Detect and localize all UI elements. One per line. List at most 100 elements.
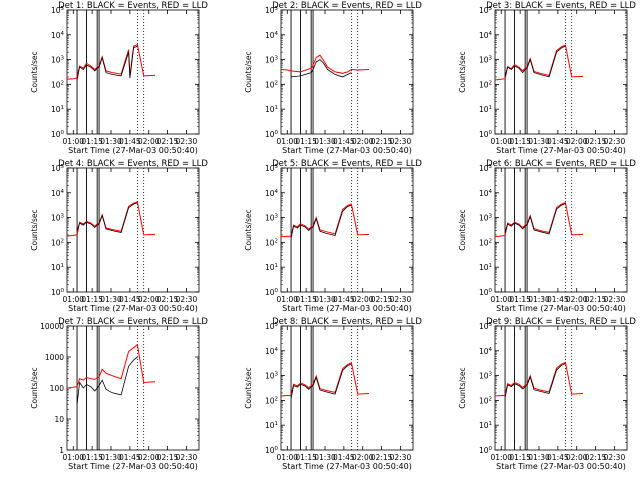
detector-panel: Det 8: BLACK = Events, RED = LLD 100 101 10…	[244, 317, 422, 471]
panel-title: Det 7: BLACK = Events, RED = LLD	[58, 317, 208, 327]
series-lld-line	[495, 361, 584, 397]
y-axis-label: Counts/sec	[458, 51, 467, 92]
x-tick-label: 01:00	[276, 295, 298, 304]
y-axis-label: Counts/sec	[244, 209, 253, 250]
series-events-line	[291, 59, 352, 78]
x-tick-label: 02:15	[585, 137, 607, 146]
detector-panel: Det 4: BLACK = Events, RED = LLD 100 101 10…	[30, 159, 208, 313]
y-tick-label: 105	[479, 322, 493, 331]
x-tick-label: 01:45	[333, 137, 355, 146]
series-events-line	[290, 363, 352, 399]
x-tick-label: 01:15	[81, 453, 103, 462]
plot-frame	[494, 325, 628, 451]
y-tick-label: 105	[265, 6, 279, 15]
x-axis-label: Start Time (27-Mar-03 00:50:40)	[282, 462, 412, 471]
y-tick-label: 10	[54, 415, 64, 424]
x-tick-label: 01:15	[81, 137, 103, 146]
x-tick-label: 02:00	[138, 295, 160, 304]
x-tick-label: 01:15	[295, 295, 317, 304]
panel-title: Det 1: BLACK = Events, RED = LLD	[58, 1, 208, 11]
x-tick-label: 01:30	[528, 295, 550, 304]
series-events-line	[76, 45, 138, 81]
x-tick-label: 02:30	[176, 137, 198, 146]
y-tick-label: 100	[265, 446, 279, 455]
y-tick-label: 105	[51, 164, 65, 173]
y-tick-label: 101	[479, 105, 492, 114]
x-tick-label: 02:15	[157, 453, 179, 462]
y-axis-label: Counts/sec	[30, 367, 39, 408]
detector-panel: Det 6: BLACK = Events, RED = LLD 100 101 10…	[458, 159, 636, 313]
x-tick-label: 01:15	[509, 137, 531, 146]
x-tick-label: 01:45	[547, 295, 569, 304]
y-tick-label: 102	[479, 396, 492, 405]
x-tick-label: 02:15	[585, 453, 607, 462]
detector-panel: Det 9: BLACK = Events, RED = LLD 100 101 10…	[458, 317, 636, 471]
y-tick-label: 105	[265, 164, 279, 173]
y-axis-label: Counts/sec	[244, 51, 253, 92]
y-tick-label: 101	[265, 105, 278, 114]
x-tick-label: 01:15	[295, 453, 317, 462]
y-tick-label: 102	[51, 80, 64, 89]
plot-frame	[280, 325, 414, 451]
series-events-line	[504, 363, 566, 398]
x-tick-label: 01:00	[276, 453, 298, 462]
y-tick-label: 102	[265, 80, 278, 89]
y-tick-label: 100	[479, 446, 493, 455]
x-tick-label: 01:30	[314, 453, 336, 462]
detector-panel: Det 3: BLACK = Events, RED = LLD 100 101 10…	[458, 1, 636, 155]
x-tick-label: 02:00	[138, 453, 160, 462]
series-events-line	[504, 45, 566, 78]
panel-title: Det 9: BLACK = Events, RED = LLD	[486, 317, 636, 327]
x-tick-label: 01:00	[62, 137, 84, 146]
x-tick-label: 01:00	[490, 137, 512, 146]
plot-frame	[280, 167, 414, 293]
x-tick-label: 02:30	[390, 453, 412, 462]
x-tick-label: 01:30	[100, 295, 122, 304]
series-events-line	[290, 204, 352, 239]
y-tick-label: 100	[479, 288, 493, 297]
plot-frame	[66, 9, 200, 135]
y-tick-label: 103	[479, 214, 493, 223]
series-lld-line	[495, 44, 584, 81]
y-tick-label: 102	[51, 238, 64, 247]
x-tick-label: 01:15	[509, 295, 531, 304]
y-tick-label: 105	[265, 322, 279, 331]
y-tick-label: 103	[265, 372, 279, 381]
y-tick-label: 103	[51, 214, 65, 223]
y-tick-label: 10000	[40, 322, 64, 331]
x-tick-label: 01:45	[333, 453, 355, 462]
x-tick-label: 01:45	[547, 137, 569, 146]
x-tick-label: 01:15	[81, 295, 103, 304]
x-tick-label: 01:30	[528, 453, 550, 462]
x-tick-label: 02:30	[604, 137, 626, 146]
y-axis-label: Counts/sec	[30, 51, 39, 92]
x-tick-label: 02:00	[352, 453, 374, 462]
panel-title: Det 2: BLACK = Events, RED = LLD	[272, 1, 422, 11]
x-tick-label: 01:30	[314, 137, 336, 146]
y-tick-label: 104	[51, 31, 65, 40]
y-tick-label: 100	[479, 130, 493, 139]
y-tick-label: 104	[51, 189, 65, 198]
x-tick-label: 01:45	[547, 453, 569, 462]
x-tick-label: 01:15	[509, 453, 531, 462]
detector-panel: Det 7: BLACK = Events, RED = LLD 1 10 100 10…	[30, 317, 208, 471]
y-tick-label: 102	[479, 80, 492, 89]
y-tick-label: 100	[265, 130, 279, 139]
y-tick-label: 102	[265, 238, 278, 247]
y-axis-label: Counts/sec	[458, 367, 467, 408]
x-tick-label: 02:15	[371, 137, 393, 146]
series-lld-line	[67, 201, 156, 237]
detector-panel: Det 1: BLACK = Events, RED = LLD 100 101 10…	[30, 1, 208, 155]
x-tick-label: 01:00	[490, 453, 512, 462]
x-tick-label: 01:45	[119, 295, 141, 304]
x-axis-label: Start Time (27-Mar-03 00:50:40)	[68, 146, 198, 155]
panel-title: Det 4: BLACK = Events, RED = LLD	[58, 159, 208, 169]
y-tick-label: 104	[265, 189, 279, 198]
y-tick-label: 101	[265, 421, 278, 430]
y-tick-label: 100	[50, 384, 65, 393]
y-axis-label: Counts/sec	[244, 367, 253, 408]
y-tick-label: 101	[265, 263, 278, 272]
x-tick-label: 02:30	[390, 137, 412, 146]
x-tick-label: 01:30	[528, 137, 550, 146]
